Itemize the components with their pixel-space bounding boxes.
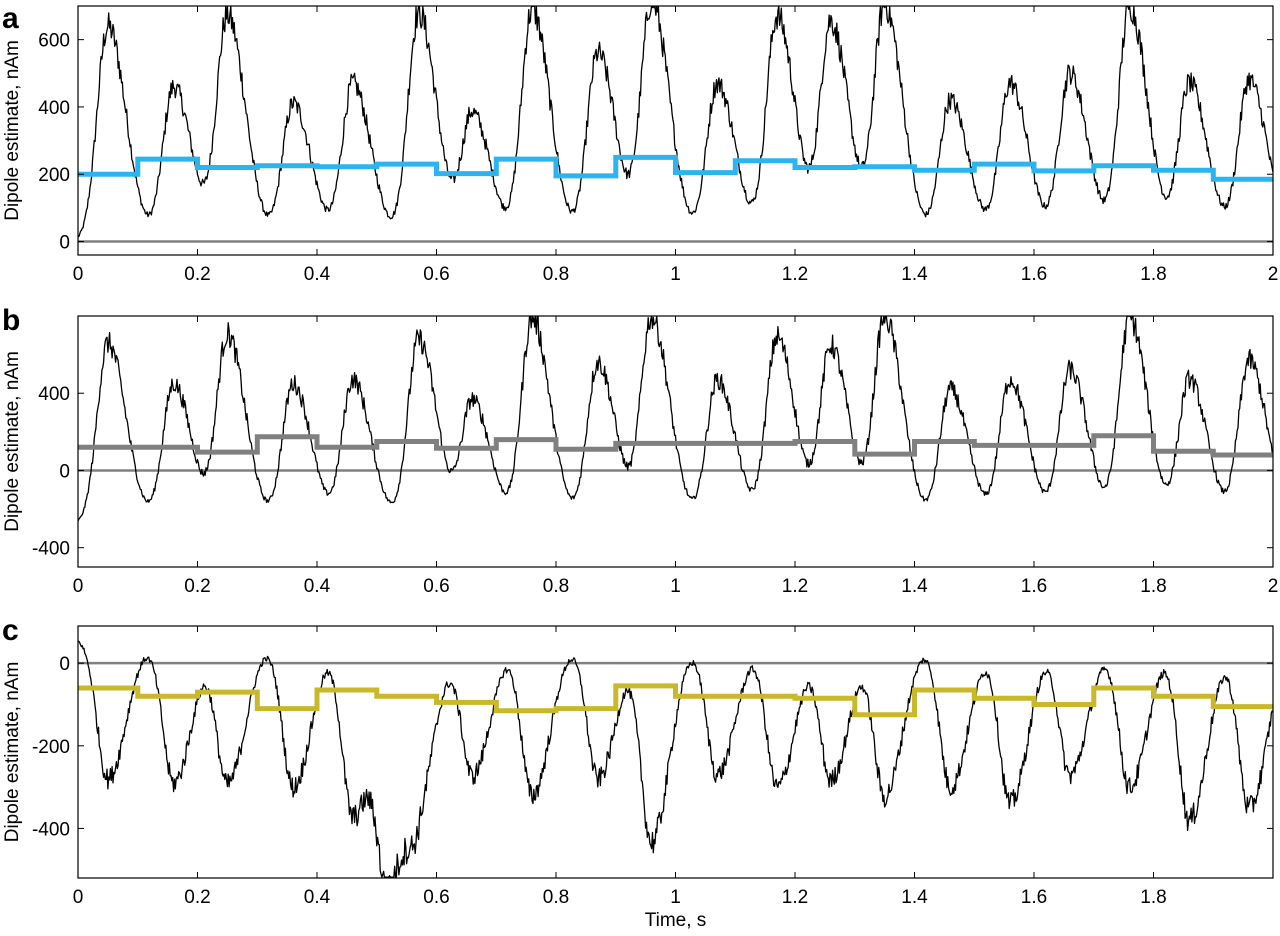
x-tick-label: 1.8 <box>1140 576 1166 597</box>
panel-letter: a <box>2 2 19 35</box>
signal-trace <box>77 640 1274 878</box>
x-tick-label: 0.2 <box>184 887 210 908</box>
y-axis-label: Dipole estimate, nAm <box>2 351 23 532</box>
y-axis-label: Dipole estimate, nAm <box>2 662 23 843</box>
x-tick-label: 0.4 <box>304 576 331 597</box>
x-tick-label: 2 <box>1268 264 1279 285</box>
y-tick-label: -400 <box>32 819 70 840</box>
x-tick-label: 2 <box>1268 576 1279 597</box>
x-tick-label: 0 <box>73 887 84 908</box>
panel-letter: c <box>2 614 19 647</box>
x-tick-label: 0.8 <box>543 264 569 285</box>
y-tick-label: -400 <box>32 539 70 560</box>
x-tick-label: 0.6 <box>423 576 449 597</box>
x-tick-label: 1.4 <box>901 887 928 908</box>
x-tick-label: 1 <box>670 264 681 285</box>
x-tick-label: 1 <box>670 887 681 908</box>
x-tick-label: 0.4 <box>304 264 331 285</box>
y-tick-label: 0 <box>59 654 70 675</box>
x-tick-label: 0 <box>73 576 84 597</box>
y-tick-label: 600 <box>38 31 70 52</box>
y-tick-label: -200 <box>32 737 70 758</box>
y-tick-label: 400 <box>38 384 70 405</box>
step-series <box>78 154 1273 182</box>
panel-c: c Dipole estimate, nAm 0 0.2 0.4 0.6 0.8 1 1.2 1.… <box>2 614 1274 908</box>
x-tick-label: 0.8 <box>543 576 569 597</box>
y-tick-label: 0 <box>59 233 70 254</box>
y-tick-label: 200 <box>38 165 70 186</box>
x-axis-title: Time, s <box>645 910 707 931</box>
x-tick-label: 0.6 <box>423 264 449 285</box>
x-tick-label: 0 <box>73 264 84 285</box>
x-tick-label: 1.8 <box>1140 264 1166 285</box>
axes-frame <box>77 5 1274 256</box>
x-tick-label: 1.2 <box>782 264 808 285</box>
x-tick-label: 0.2 <box>184 264 210 285</box>
x-tick-label: 1.2 <box>782 887 808 908</box>
x-tick-label: 1.6 <box>1021 576 1047 597</box>
x-tick-label: 1 <box>670 576 681 597</box>
x-tick-label: 1.2 <box>782 576 808 597</box>
panel-letter: b <box>2 304 20 337</box>
x-tick-label: 1.6 <box>1021 264 1047 285</box>
x-tick-label: 0.2 <box>184 576 210 597</box>
panel-b: b Dipole estimate, nAm 0 0.2 0.4 0.6 0.8 1 1.2 1.… <box>2 304 1278 597</box>
x-tick-label: 0.8 <box>543 887 569 908</box>
step-series <box>78 683 1273 718</box>
x-tick-label: 1.6 <box>1021 887 1047 908</box>
signal-trace <box>78 5 1274 238</box>
y-axis-label: Dipole estimate, nAm <box>2 40 23 221</box>
x-tick-label: 1.4 <box>901 264 928 285</box>
y-tick-label: 0 <box>59 461 70 482</box>
x-tick-label: 0.4 <box>304 887 331 908</box>
step-series <box>78 433 1273 458</box>
panel-a: a Dipole estimate, nAm 0 0.2 0.4 0.6 0.8 1 1.2 1.… <box>2 2 1278 285</box>
x-tick-label: 1.8 <box>1140 887 1166 908</box>
x-tick-label: 0.6 <box>423 887 449 908</box>
x-tick-label: 1.4 <box>901 576 928 597</box>
signal-trace <box>77 315 1274 522</box>
y-tick-label: 400 <box>38 98 70 119</box>
